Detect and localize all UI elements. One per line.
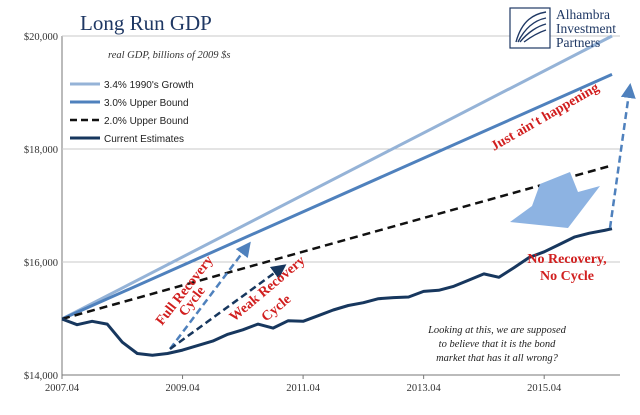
company-logo: Alhambra Investment Partners <box>509 7 616 50</box>
series-line-2pct-upper-bound <box>61 164 613 321</box>
weak-recovery-arrow <box>169 264 287 351</box>
legend-label-3pct: 3.0% Upper Bound <box>104 98 189 109</box>
logo-line-2: Investment <box>556 21 616 36</box>
annotation-note-2: to believe that it is the bond <box>439 339 556 350</box>
y-tick-labels: $14,000 $16,000 $18,000 $20,000 <box>24 32 58 382</box>
legend-label-2pct: 2.0% Upper Bound <box>104 116 189 127</box>
chart-subtitle: real GDP, billions of 2009 $s <box>108 50 231 61</box>
series-line-current-estimates <box>61 227 613 357</box>
x-tick-label: 2011.04 <box>286 383 320 394</box>
big-down-arrow-icon <box>510 172 600 228</box>
legend-label-current: Current Estimates <box>104 134 184 145</box>
series-lines <box>61 34 613 357</box>
x-tick-label: 2009.04 <box>165 383 200 394</box>
x-tick-label: 2013.04 <box>407 383 442 394</box>
y-tick-label: $20,000 <box>24 32 58 43</box>
y-tick-label: $18,000 <box>24 145 58 156</box>
logo-line-3: Partners <box>556 35 600 50</box>
gridlines <box>62 35 620 263</box>
x-tick-label: 2015.04 <box>527 383 562 394</box>
series-line-3pct-upper-bound <box>61 73 613 321</box>
logo-mark <box>509 7 551 49</box>
legend-label-1990s: 3.4% 1990's Growth <box>104 80 194 91</box>
annotation-no-recovery-2: No Cycle <box>540 269 594 284</box>
legend: 3.4% 1990's Growth 3.0% Upper Bound 2.0%… <box>70 80 194 145</box>
annotation-note-3: market that has it all wrong? <box>436 353 559 364</box>
y-tick-label: $16,000 <box>24 258 58 269</box>
logo-arches-icon <box>515 11 547 43</box>
y-tick-label: $14,000 <box>24 371 58 382</box>
logo-line-1: Alhambra <box>556 7 610 22</box>
annotation-note-1: Looking at this, we are supposed <box>427 325 567 336</box>
chart-title: Long Run GDP <box>80 11 212 35</box>
x-tick-label: 2007.04 <box>45 383 80 394</box>
x-tick-labels: 2007.04 2009.04 2011.04 2013.04 2015.04 <box>45 375 562 394</box>
projection-arrow <box>608 83 636 229</box>
series-line-1990s-growth <box>61 34 613 321</box>
annotation-no-recovery-1: No Recovery, <box>527 252 606 267</box>
